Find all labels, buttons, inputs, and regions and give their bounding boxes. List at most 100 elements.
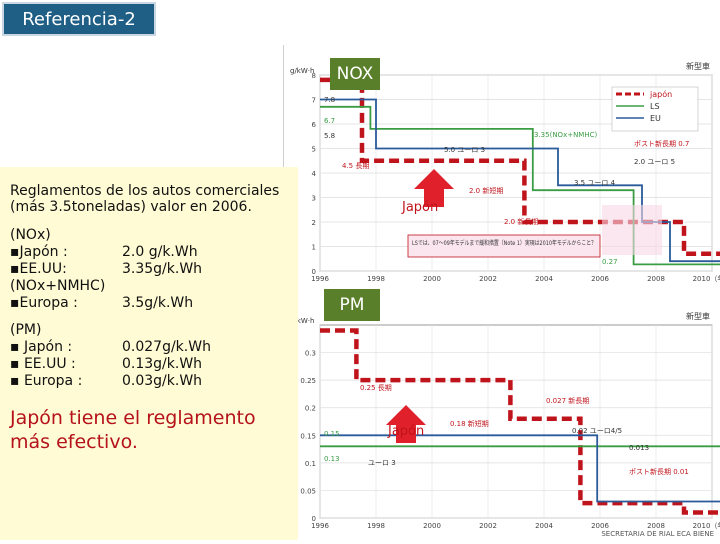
nox-group: (NOx) ▪Japón : 2.0 g/k.Wh ▪EE.UU: 3.35g/k.W…: [10, 227, 288, 312]
series-line-eu: [320, 98, 720, 263]
nox-highlight: [602, 205, 662, 255]
nox-annotation: 5.0 ユーロ 3: [444, 146, 485, 154]
y-tick-label: 0.25: [300, 377, 316, 385]
nox-annotation: 2.0 ユーロ 5: [634, 158, 675, 166]
y-tick-label: 0: [312, 515, 316, 523]
note-box: Reglamentos de los autos comerciales (má…: [0, 167, 298, 540]
note-intro: Reglamentos de los autos comerciales (má…: [10, 183, 280, 215]
nox-region: ▪EE.UU:: [10, 261, 67, 277]
nox-annotation: 4.5 長期: [342, 162, 369, 170]
conclusion-text: Japón tiene el reglamento más efectivo.: [10, 407, 256, 453]
nox-annotation: 7.8: [324, 96, 335, 104]
nox-region: ▪Europa :: [10, 295, 78, 311]
x-tick-label: 2008: [647, 275, 665, 283]
nox-label: NOX: [330, 58, 380, 90]
pm-callout: Japón: [387, 424, 424, 439]
legend-entry: japón: [649, 89, 672, 99]
reference-tag: Referencia-2: [2, 2, 156, 36]
y-tick-label: 6: [312, 121, 317, 129]
pm-region: ▪ Japón :: [10, 339, 73, 355]
nox-row: (NOx+NMHC): [10, 278, 288, 295]
pm-annotation: 0.02 ユーロ4/5: [572, 427, 622, 435]
nox-label-text: NOX: [336, 64, 374, 84]
nox-value: 2.0 g/k.Wh: [122, 244, 198, 260]
nox-region: (NOx+NMHC): [10, 278, 106, 294]
pm-annotation: 0.18 新短期: [450, 419, 489, 428]
plot-frame: [319, 324, 713, 519]
series-line-japan: [320, 328, 720, 515]
y-tick-label: 0.2: [305, 405, 316, 413]
y-tick-label: 4: [312, 170, 317, 178]
footer-text: SECRETARIA DE RIAL ECA BIENE: [601, 530, 714, 538]
nox-row: ▪Japón : 2.0 g/k.Wh: [10, 244, 288, 261]
pm-annotation: 0.13: [324, 455, 340, 463]
pm-annotation: 0.027 新長期: [546, 396, 589, 405]
nox-value: 3.5g/k.Wh: [122, 295, 194, 311]
nox-annotation: 2.0 新長期: [504, 217, 538, 226]
nox-annotation: 6.7: [324, 117, 335, 125]
y-tick-label: 0: [312, 268, 316, 276]
pm-annotation: ユーロ 3: [368, 459, 396, 467]
nox-annotation: 3.5 ユーロ 4: [574, 179, 616, 187]
nox-chart: 0 1 2 3 4 5 6 7 8 1996 1998 2000 2002 2004 2006 2008 201…: [290, 61, 720, 283]
pm-label-text: PM: [339, 295, 365, 315]
nox-callout: Japón: [401, 200, 438, 215]
chart-panel: 0 1 2 3 4 5 6 7 8 1996 1998 2000 2002 2004 2006 2008 201…: [283, 45, 720, 540]
nox-annotation: 0.27: [602, 258, 618, 266]
y-tick-label: 3: [312, 195, 316, 203]
x-tick-label: 2010（年）: [693, 274, 720, 283]
corner-label: 新型車: [686, 311, 710, 321]
charts-svg: 0 1 2 3 4 5 6 7 8 1996 1998 2000 2002 2004 2006 2008 201…: [290, 61, 720, 538]
nox-annotation: 5.8: [324, 132, 335, 140]
y-tick-label: 0.05: [300, 487, 316, 495]
x-tick-label: 1996: [311, 522, 329, 530]
x-tick-label: 2000: [423, 522, 441, 530]
pm-value: 0.03g/k.Wh: [122, 373, 203, 389]
x-tick-label: 2000: [423, 275, 441, 283]
nox-annotation: 2.0 新短期: [469, 186, 503, 195]
legend-entry: LS: [650, 102, 660, 111]
y-tick-label: 8: [312, 72, 316, 80]
pm-region: ▪ EE.UU :: [10, 356, 76, 372]
pm-callout-arrow: [386, 405, 426, 443]
x-tick-label: 2010（年）: [693, 521, 720, 530]
y-axis-label: g/kW·h: [290, 67, 314, 75]
y-tick-label: 5: [312, 146, 316, 154]
x-tick-label: 2002: [479, 275, 497, 283]
y-tick-label: 2: [312, 219, 316, 227]
pm-annotation: 0.013: [629, 444, 649, 452]
x-tick-label: 2006: [591, 275, 609, 283]
pm-value: 0.027g/k.Wh: [122, 339, 211, 355]
pm-row: ▪ Europa : 0.03g/k.Wh: [10, 373, 288, 390]
nox-annotation: ポスト新長期 0.7: [634, 139, 689, 148]
x-tick-label: 2004: [535, 275, 553, 283]
nox-callout-arrow: [414, 169, 454, 207]
x-tick-label: 1996: [311, 275, 329, 283]
pm-row: ▪ Japón : 0.027g/k.Wh: [10, 339, 288, 356]
y-tick-label: 0.15: [300, 432, 316, 440]
nox-row: ▪EE.UU: 3.35g/k.Wh: [10, 261, 288, 278]
x-tick-label: 2006: [591, 522, 609, 530]
y-tick-label: 0.3: [305, 350, 316, 358]
nox-value: 3.35g/k.Wh: [122, 261, 203, 277]
x-tick-label: 1998: [367, 275, 385, 283]
pm-chart: 0 0.05 0.1 0.15 0.2 0.25 0.3 1996 1998 2000 2002 20…: [290, 311, 720, 530]
pm-header: (PM): [10, 322, 42, 338]
pm-label: PM: [324, 289, 380, 321]
nox-region: ▪Japón :: [10, 244, 68, 260]
corner-label: 新型車: [686, 61, 710, 71]
x-tick-label: 1998: [367, 522, 385, 530]
nox-annotation: 3.35(NOx+NMHC): [534, 131, 597, 139]
y-tick-label: 1: [312, 244, 316, 252]
pm-annotation: 0.15: [324, 430, 340, 438]
pm-annotation: ポスト新長期 0.01: [629, 467, 689, 476]
series-line-japan: [320, 77, 720, 257]
pm-value: 0.13g/k.Wh: [122, 356, 203, 372]
x-tick-label: 2008: [647, 522, 665, 530]
nox-row: ▪Europa : 3.5g/k.Wh: [10, 295, 288, 312]
x-tick-label: 2004: [535, 522, 553, 530]
legend-entry: EU: [650, 114, 661, 123]
nox-note-text: LSでは、07〜09年モデルまで緩和措置（Note 1）実現は2010年モデルか…: [412, 239, 596, 247]
y-tick-label: 0.1: [305, 460, 316, 468]
nox-note-box: [407, 234, 601, 258]
